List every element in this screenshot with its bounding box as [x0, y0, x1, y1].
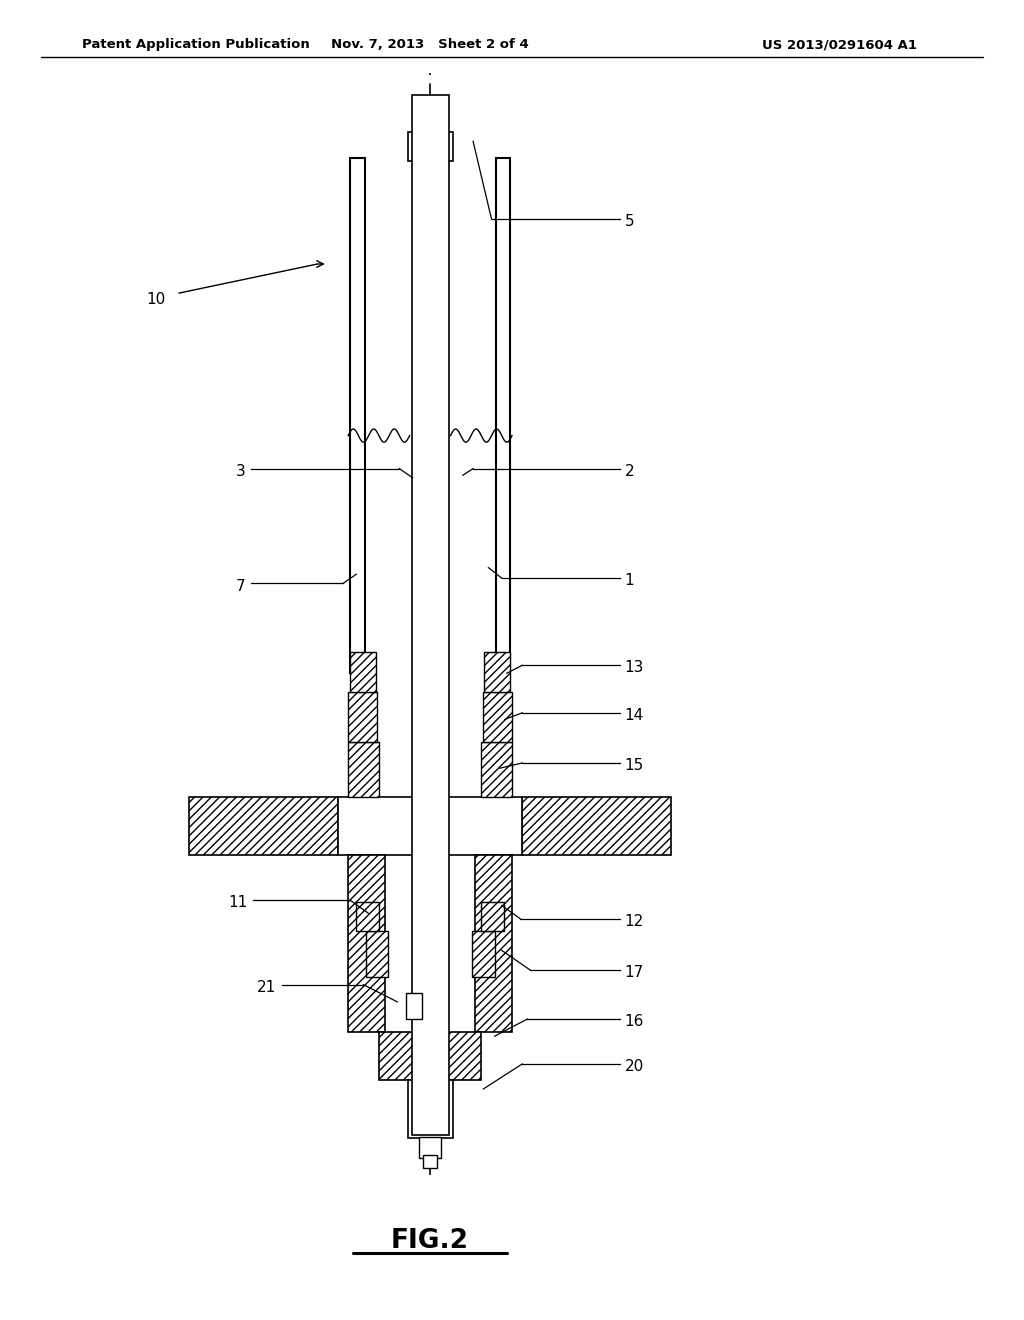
- Text: 12: 12: [625, 913, 644, 929]
- Bar: [350, 158, 365, 673]
- Text: 13: 13: [625, 660, 644, 676]
- Bar: [522, 797, 671, 855]
- Text: 5: 5: [625, 214, 634, 230]
- Text: 7: 7: [237, 578, 246, 594]
- Bar: [419, 1137, 441, 1158]
- Bar: [406, 993, 422, 1019]
- Text: 17: 17: [625, 965, 644, 981]
- Text: 2: 2: [625, 463, 634, 479]
- Bar: [408, 1080, 453, 1138]
- Text: 15: 15: [625, 758, 644, 774]
- Bar: [408, 132, 453, 161]
- Text: 16: 16: [625, 1014, 644, 1030]
- Text: 1: 1: [625, 573, 634, 589]
- Bar: [472, 931, 495, 977]
- Text: Patent Application Publication: Patent Application Publication: [82, 38, 309, 51]
- Text: Nov. 7, 2013   Sheet 2 of 4: Nov. 7, 2013 Sheet 2 of 4: [331, 38, 529, 51]
- Text: 10: 10: [146, 292, 166, 308]
- Text: 14: 14: [625, 708, 644, 723]
- Bar: [348, 692, 377, 742]
- Bar: [420, 114, 440, 132]
- Text: 20: 20: [625, 1059, 644, 1074]
- Bar: [379, 1032, 481, 1080]
- Bar: [412, 95, 449, 1135]
- Bar: [338, 797, 522, 855]
- Bar: [350, 652, 376, 692]
- Bar: [481, 742, 512, 797]
- Text: 21: 21: [257, 979, 276, 995]
- Text: FIG.2: FIG.2: [391, 1228, 469, 1254]
- Text: 3: 3: [236, 463, 246, 479]
- Bar: [484, 652, 510, 692]
- Text: 11: 11: [228, 895, 248, 911]
- Bar: [348, 855, 385, 1032]
- Bar: [483, 692, 512, 742]
- Bar: [366, 931, 388, 977]
- Bar: [348, 742, 379, 797]
- Bar: [475, 855, 512, 1032]
- Bar: [496, 158, 510, 673]
- Text: US 2013/0291604 A1: US 2013/0291604 A1: [762, 38, 918, 51]
- Bar: [356, 902, 379, 931]
- Bar: [423, 1155, 437, 1168]
- Bar: [481, 902, 504, 931]
- Bar: [189, 797, 338, 855]
